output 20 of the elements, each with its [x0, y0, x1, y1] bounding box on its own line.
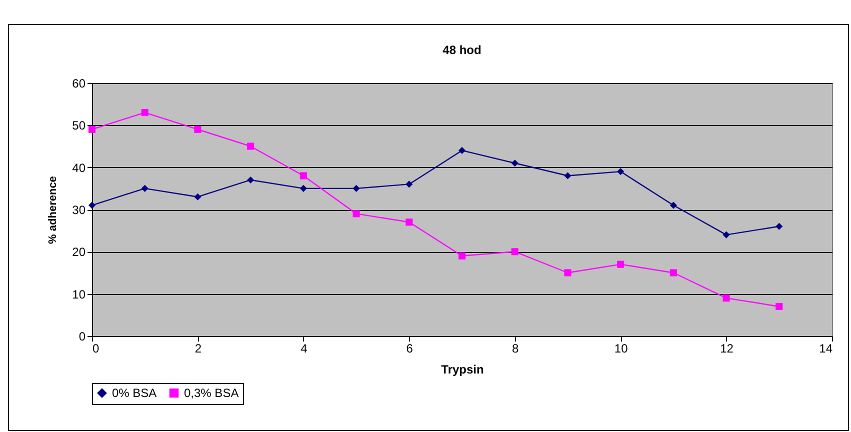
x-tick-label: 4: [300, 342, 308, 356]
x-tick-label: 0: [92, 342, 100, 356]
y-tick-label: 60: [72, 76, 86, 90]
y-tick-label: 20: [72, 245, 86, 260]
x-tick-label: 8: [512, 342, 520, 356]
legend-label: 0,3% BSA: [184, 386, 239, 400]
x-tick-label: 2: [194, 342, 202, 356]
x-tick-label: 12: [720, 342, 734, 356]
legend-label: 0% BSA: [112, 386, 157, 400]
x-tick-label: 10: [614, 342, 628, 356]
y-tick-label: 0: [78, 330, 86, 344]
y-tick-label: 10: [72, 287, 86, 302]
y-axis-title: % adherence: [47, 176, 60, 244]
x-axis-title: Trypsin: [441, 362, 484, 376]
y-tick-label: 30: [72, 203, 86, 217]
y-tick-label: 40: [72, 160, 86, 175]
x-tick-label: 14: [819, 342, 833, 356]
x-tick-label: 6: [406, 342, 414, 356]
chart-title: 48 hod: [442, 43, 482, 57]
y-tick-label: 50: [72, 118, 86, 133]
